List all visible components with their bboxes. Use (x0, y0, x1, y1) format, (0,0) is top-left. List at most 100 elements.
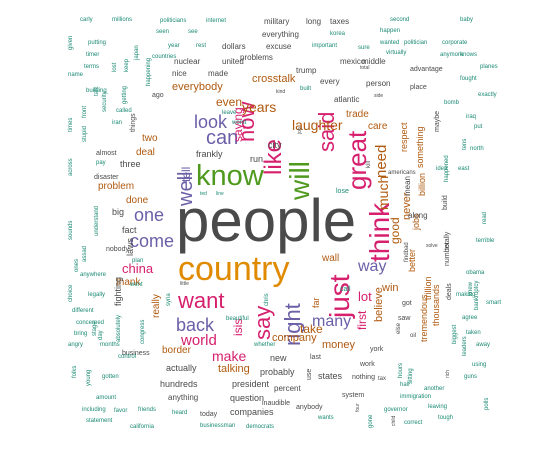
word: politician (404, 40, 428, 46)
word: congress (140, 319, 146, 344)
word: solve (426, 243, 438, 249)
word: crosstalk (252, 73, 296, 85)
word: leaving (428, 404, 448, 410)
word: nothing (352, 374, 375, 381)
word: wall (322, 253, 340, 264)
word: east (458, 166, 470, 172)
word: seen (156, 29, 170, 35)
word: problems (240, 53, 273, 62)
word: internet (206, 18, 227, 24)
word: united (222, 57, 244, 66)
word: hundreds (160, 379, 198, 389)
word: nobody (106, 246, 129, 253)
word: york (370, 346, 384, 353)
word: trillion (423, 276, 433, 300)
word: baby (460, 17, 474, 23)
word: saw (398, 315, 411, 322)
word: job (297, 127, 303, 134)
word: actually (166, 363, 197, 373)
word: keep (124, 58, 130, 72)
word: virtually (386, 50, 407, 56)
word: pay (96, 160, 106, 166)
word: respect (399, 122, 409, 152)
word: building (86, 88, 107, 94)
word: fought (460, 76, 477, 82)
word: putting (88, 40, 107, 46)
word: things (130, 113, 137, 132)
word: little (180, 281, 189, 287)
word: another (424, 386, 445, 392)
word: come (130, 231, 175, 251)
word: front (82, 105, 88, 118)
word: choice (68, 284, 74, 302)
word: make (212, 348, 247, 364)
word: taken (466, 330, 481, 336)
word: timer (86, 52, 100, 58)
word: really (151, 294, 162, 318)
word: kill (366, 161, 372, 168)
word: day (98, 330, 104, 340)
word: absolutely (116, 314, 122, 342)
word: ted (200, 191, 207, 197)
word: politicians (160, 18, 187, 24)
word: making (456, 292, 476, 298)
word: leaders (462, 336, 468, 356)
word: got (402, 300, 412, 307)
word: sure (358, 45, 370, 51)
word: using (472, 362, 487, 368)
word: months (100, 342, 120, 348)
word: states (318, 371, 343, 381)
word: four (355, 403, 361, 412)
word: city (268, 140, 282, 150)
word: ones (74, 258, 80, 272)
word: every (320, 77, 340, 86)
word: place (410, 84, 427, 91)
word: anybody (296, 404, 323, 411)
word: military (264, 17, 290, 26)
word: mexico (340, 57, 366, 66)
word: three (120, 159, 141, 169)
word: work (360, 361, 375, 368)
word: statement (86, 418, 113, 424)
word: polls (484, 397, 490, 410)
word: carly (80, 17, 93, 23)
word: tough (438, 415, 454, 421)
word: fighting (113, 276, 123, 306)
word: mean (403, 175, 412, 196)
word: companies (230, 407, 274, 417)
word: getting (122, 85, 128, 104)
word: done (126, 195, 149, 206)
word: california (130, 424, 155, 430)
word: oil (410, 333, 417, 339)
word: put (474, 124, 483, 130)
word: probably (260, 367, 295, 377)
word: leave (222, 110, 237, 116)
word: sitting (408, 368, 414, 384)
word: else (396, 322, 402, 334)
word: japan (134, 45, 140, 60)
word: nice (172, 69, 187, 78)
word: folks (72, 365, 78, 378)
word: atlantic (334, 95, 360, 104)
word: even (216, 95, 243, 109)
word: bomb (444, 100, 460, 106)
word: totally (444, 231, 451, 250)
word: total (360, 65, 370, 71)
word: talking (218, 363, 250, 375)
word: agree (462, 315, 478, 321)
word: security (102, 91, 108, 112)
word: talk (94, 86, 100, 96)
word: north (470, 146, 484, 152)
word: bankruptcy (474, 280, 480, 310)
word: year (168, 43, 180, 49)
word: beautiful (226, 316, 249, 322)
word: use (306, 368, 313, 380)
word: almost (96, 150, 117, 157)
word: new (270, 353, 287, 363)
word: advantage (410, 66, 443, 73)
word: deals (446, 283, 453, 300)
word: plan (132, 258, 144, 264)
word: terms (84, 64, 99, 70)
word: far (311, 297, 321, 308)
word: dollars (222, 42, 246, 51)
